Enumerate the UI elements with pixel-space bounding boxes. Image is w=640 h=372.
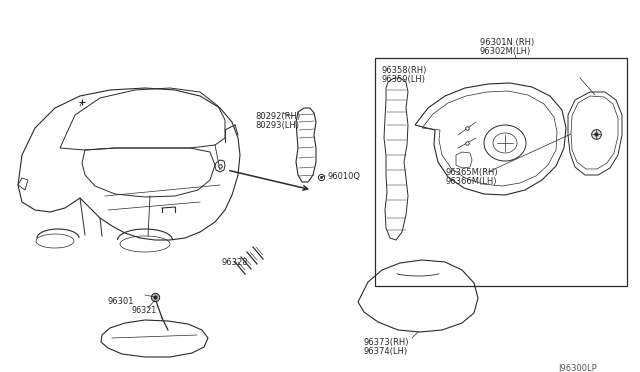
Text: 96328: 96328 bbox=[222, 258, 248, 267]
Text: 96359(LH): 96359(LH) bbox=[382, 75, 426, 84]
Text: J96300LP: J96300LP bbox=[558, 364, 596, 372]
Text: 96358(RH): 96358(RH) bbox=[382, 66, 428, 75]
Text: 96301: 96301 bbox=[108, 297, 134, 306]
Text: 96302M(LH): 96302M(LH) bbox=[480, 47, 531, 56]
Text: 80293(LH): 80293(LH) bbox=[255, 121, 299, 130]
Text: 96373(RH): 96373(RH) bbox=[364, 338, 410, 347]
Text: 96366M(LH): 96366M(LH) bbox=[446, 177, 497, 186]
Text: 96321: 96321 bbox=[132, 306, 157, 315]
Text: 80292(RH): 80292(RH) bbox=[255, 112, 300, 121]
Text: 96301N (RH): 96301N (RH) bbox=[480, 38, 534, 47]
Bar bbox=[375, 58, 627, 286]
Text: 96010Q: 96010Q bbox=[327, 172, 360, 181]
Text: 96374(LH): 96374(LH) bbox=[364, 347, 408, 356]
Text: 96365M(RH): 96365M(RH) bbox=[446, 168, 499, 177]
